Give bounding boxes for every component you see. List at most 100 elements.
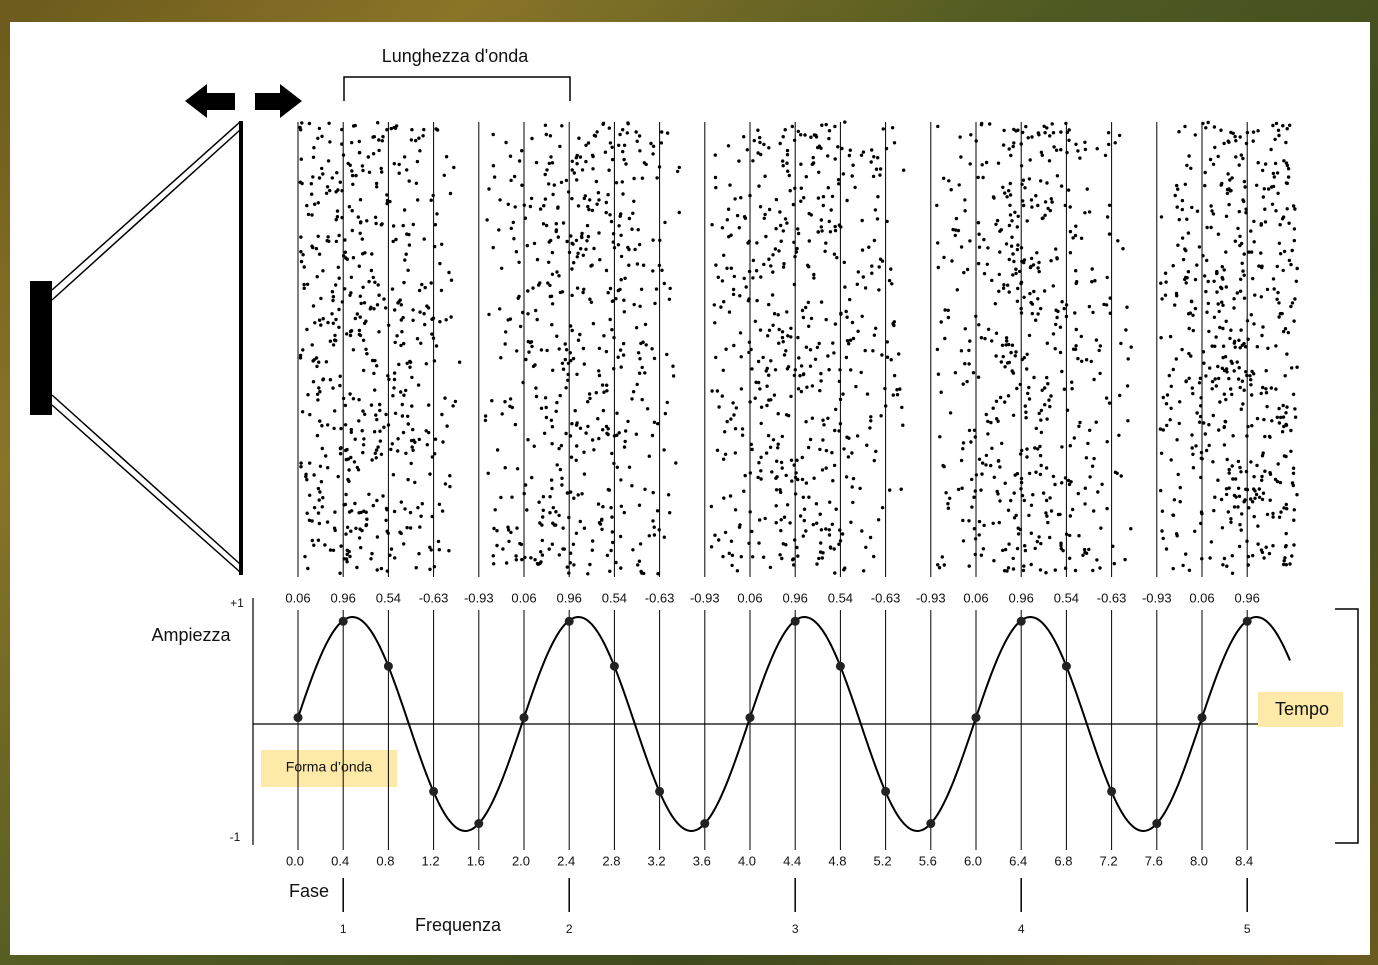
particle [326, 235, 330, 239]
particle [569, 455, 574, 459]
particle [731, 401, 735, 405]
particle [597, 198, 601, 202]
particle [570, 159, 574, 163]
particle [755, 241, 759, 245]
particle [851, 336, 856, 341]
particle [815, 521, 819, 525]
particle [824, 122, 828, 127]
particle [1085, 187, 1089, 191]
particle [557, 513, 561, 518]
particle [435, 128, 440, 132]
particle [1105, 440, 1109, 444]
particle [855, 282, 859, 286]
particle [776, 313, 780, 317]
particle [1292, 319, 1296, 323]
particle [842, 447, 846, 451]
particle [529, 556, 533, 560]
phase-value: 2.0 [512, 853, 530, 868]
particle [1261, 385, 1265, 390]
particle [437, 502, 442, 506]
particle [1084, 551, 1089, 555]
particle [359, 545, 363, 550]
particle [762, 216, 766, 220]
particle [384, 306, 388, 310]
particle [350, 209, 354, 213]
particle [1189, 166, 1193, 170]
particle [1237, 366, 1241, 370]
particle [449, 315, 453, 319]
particle [564, 386, 568, 390]
particle [389, 126, 393, 131]
particle [817, 170, 821, 174]
particle [571, 242, 575, 246]
particle [1240, 241, 1244, 246]
particle [1291, 466, 1296, 470]
particle [1238, 289, 1243, 293]
particle [665, 400, 669, 405]
particle [815, 562, 819, 566]
particle [420, 502, 424, 506]
particle [727, 551, 731, 555]
amplitude-value: 0.54 [1054, 590, 1079, 605]
particle [1256, 524, 1260, 528]
amplitude-value: 0.96 [557, 590, 582, 605]
particle [1228, 178, 1232, 182]
particle [809, 316, 814, 321]
particle [660, 268, 664, 272]
particle [727, 310, 732, 314]
particle [1102, 302, 1106, 307]
particle [665, 131, 670, 135]
particle [400, 414, 405, 418]
particle [586, 204, 590, 209]
particle [324, 360, 329, 364]
particle [1029, 531, 1034, 535]
particle [360, 164, 365, 168]
particle [492, 526, 496, 531]
particle [554, 222, 558, 226]
particle [560, 124, 564, 128]
particle [1191, 328, 1196, 333]
arrow-left [185, 84, 235, 118]
particle [401, 223, 405, 228]
particle [345, 257, 349, 261]
particle [1098, 566, 1102, 570]
particle [312, 146, 316, 150]
particle [483, 418, 488, 423]
particle [308, 461, 312, 465]
particle [779, 460, 784, 465]
particle [1236, 505, 1240, 509]
particle [851, 163, 855, 167]
particle [800, 308, 805, 313]
particle [506, 525, 510, 529]
particle [956, 228, 961, 233]
particle [1024, 124, 1028, 129]
particle [1274, 121, 1279, 126]
particle [872, 554, 876, 559]
particle [572, 563, 576, 567]
particle [1048, 535, 1052, 540]
particle [1293, 297, 1297, 301]
particle [1183, 247, 1187, 251]
particle [709, 504, 714, 509]
particle [1054, 322, 1058, 327]
particle [1278, 312, 1283, 316]
particle [345, 525, 350, 529]
particle [330, 176, 334, 180]
particle [319, 323, 323, 327]
particle [487, 312, 491, 317]
particle [967, 519, 971, 523]
particle [396, 449, 400, 453]
particle [723, 530, 728, 535]
particle [498, 198, 502, 202]
particle [742, 276, 746, 281]
particle [1259, 223, 1263, 227]
particle [976, 261, 981, 266]
particle [1036, 131, 1041, 135]
particle [399, 303, 403, 307]
particle [778, 553, 782, 557]
particle [819, 379, 823, 383]
particle [333, 333, 337, 338]
particle [574, 423, 579, 427]
particle [863, 348, 867, 353]
particle [1295, 493, 1299, 497]
